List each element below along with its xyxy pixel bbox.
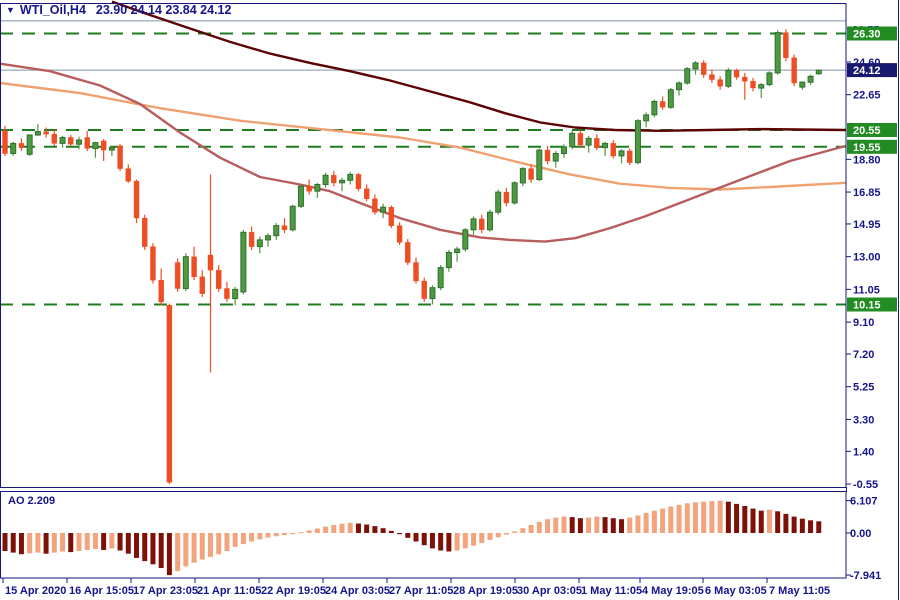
time-tick-label: 6 May 03:05	[705, 585, 767, 597]
candles-layer	[2, 29, 822, 485]
level-price-flag-text: 26.30	[853, 29, 881, 41]
ohlc-values: 23.90 24.14 23.84 24.12	[95, 3, 232, 17]
time-tick-label: 28 Apr 19:05	[453, 585, 518, 597]
current-price-flag-text: 24.12	[853, 65, 881, 77]
ao-tick-label: 6.107	[850, 496, 878, 508]
level-price-flag-text: 19.55	[853, 142, 881, 154]
price-lines	[0, 20, 846, 71]
level-price-flag-text: 10.15	[853, 300, 881, 312]
price-tick-label: 5.25	[853, 382, 874, 394]
symbol-marker-icon: ▼	[6, 5, 15, 15]
time-tick-label: 15 Apr 2020	[5, 585, 66, 597]
time-tick-label: 16 Apr 15:05	[69, 585, 134, 597]
current-price-flag	[847, 63, 897, 78]
chart-title: ▼ WTI_Oil,H4 23.90 24.14 23.84 24.12	[6, 3, 231, 17]
ao-tick-label: -7.941	[850, 570, 881, 582]
level-price-flag	[847, 123, 897, 137]
price-tick-label: 14.95	[853, 219, 881, 231]
level-price-flag	[847, 26, 897, 41]
time-tick-label: 7 May 11:05	[769, 585, 830, 597]
price-tick-label: 18.80	[853, 154, 881, 166]
price-tick-label: 3.30	[853, 414, 874, 426]
time-tick-label: 1 May 11:05	[581, 585, 642, 597]
price-tick-label: 11.05	[853, 284, 880, 296]
symbol-name: WTI_Oil,H4	[19, 3, 86, 17]
price-axis[interactable]: 26.5524.6022.6518.8016.8514.9513.0011.05…	[846, 24, 897, 491]
ao-axis[interactable]: 6.107 0.00 -7.941	[846, 496, 881, 582]
ma_slow-line	[111, 0, 847, 133]
price-tick-label: 9.10	[853, 317, 874, 329]
ma_fast-line	[0, 81, 847, 191]
level-price-flag	[847, 139, 897, 154]
level-price-flag	[847, 297, 897, 312]
price-tick-label: 7.20	[853, 349, 874, 361]
ao-tick-label: 0.00	[850, 528, 871, 540]
ma_mid-line	[0, 62, 847, 243]
time-tick-label: 24 Apr 03:05	[325, 585, 390, 597]
level-price-flag-text: 20.55	[853, 125, 881, 137]
time-tick-label: 21 Apr 11:05	[197, 585, 261, 597]
price-tick-label: 16.85	[853, 187, 881, 199]
price-tick-label: 13.00	[853, 252, 881, 264]
time-tick-label: 27 Apr 11:05	[389, 585, 453, 597]
ao-label-text: AO 2.209	[8, 495, 56, 507]
price-tick-label: 22.65	[853, 90, 881, 102]
time-tick-label: 17 Apr 23:05	[133, 585, 198, 597]
time-tick-label: 30 Apr 03:05	[517, 585, 582, 597]
time-tick-label: 4 May 19:05	[642, 585, 704, 597]
time-tick-label: 22 Apr 19:05	[261, 585, 326, 597]
ao-histogram	[2, 500, 822, 576]
price-tick-label: -0.55	[853, 479, 878, 491]
ao-indicator-label: AO 2.209	[8, 495, 55, 507]
price-tick-label: 1.40	[853, 446, 874, 458]
